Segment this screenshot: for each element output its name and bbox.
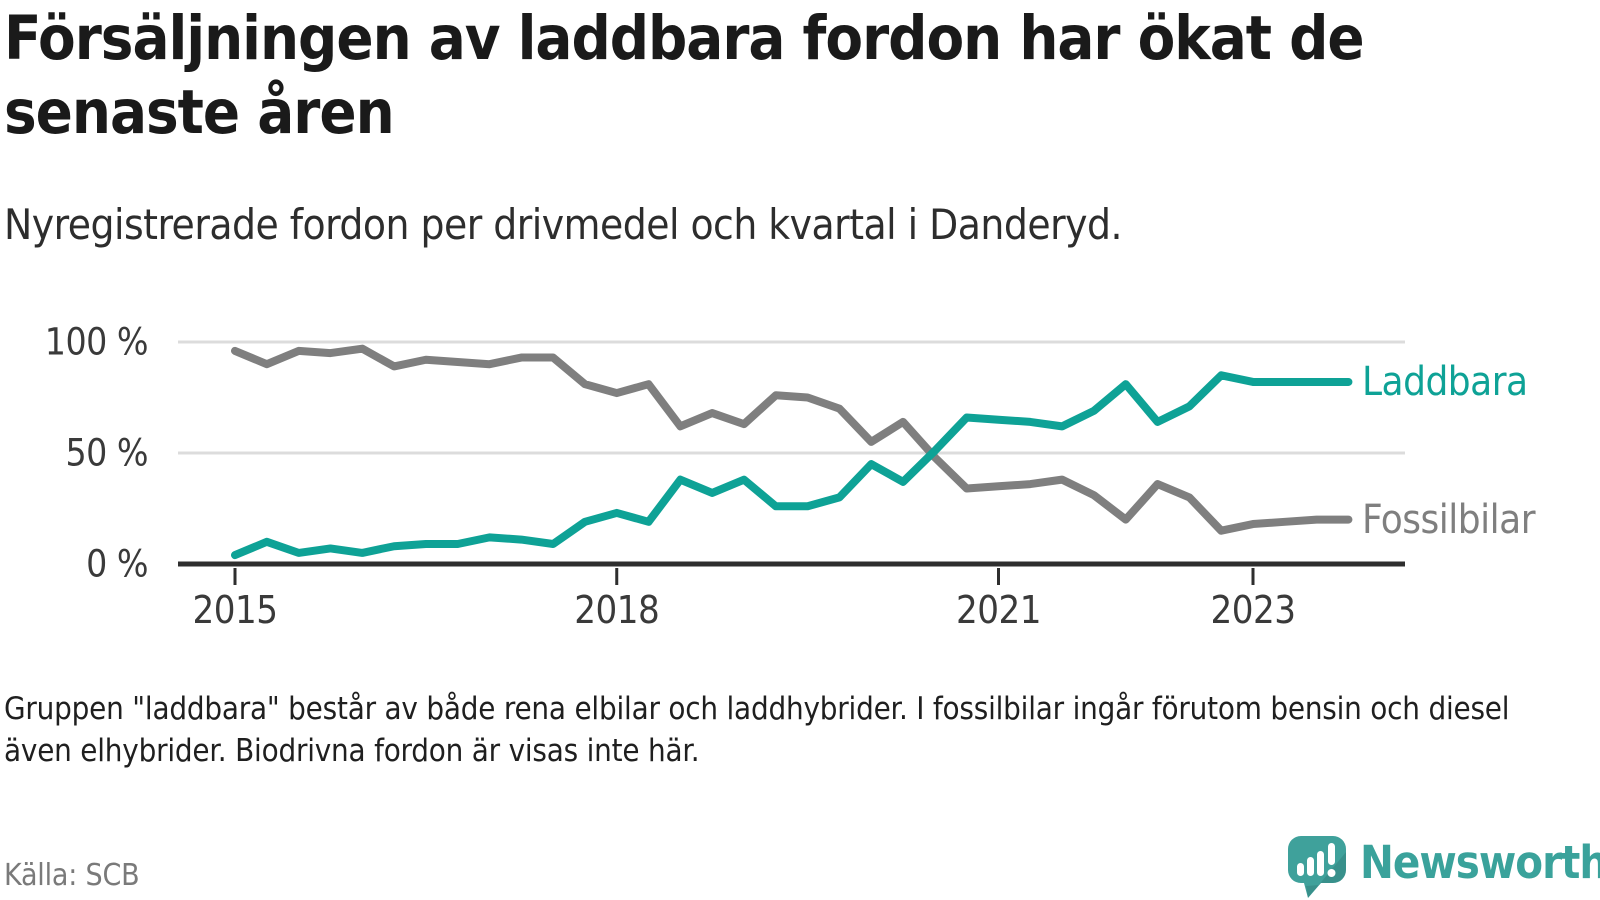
x-tick-label: 2018 — [574, 588, 660, 632]
line-fossilbilar — [231, 344, 1353, 535]
y-tick-label: 0 % — [86, 542, 148, 586]
x-tick-label: 2021 — [956, 588, 1041, 632]
brand-name: Newsworthy — [1360, 836, 1600, 889]
source-attribution: Källa: SCB — [4, 858, 140, 893]
newsworthy-speech-bubble-chart-icon — [1288, 836, 1346, 898]
x-tick-label: 2015 — [192, 588, 278, 632]
page-title: Försäljningen av laddbara fordon har öka… — [4, 3, 1365, 149]
legend-label-fossilbilar: Fossilbilar — [1362, 496, 1535, 543]
y-tick-label: 100 % — [44, 320, 149, 364]
y-tick-label: 50 % — [65, 431, 148, 475]
brand-logo: Newsworthy — [1288, 836, 1600, 898]
legend-label-laddbara: Laddbara — [1362, 358, 1528, 405]
x-tick-label: 2023 — [1210, 588, 1296, 632]
line-laddbara — [231, 371, 1353, 560]
chart-footnote: Gruppen "laddbara" består av både rena e… — [4, 691, 1510, 769]
page-subtitle: Nyregistrerade fordon per drivmedel och … — [4, 200, 1122, 249]
